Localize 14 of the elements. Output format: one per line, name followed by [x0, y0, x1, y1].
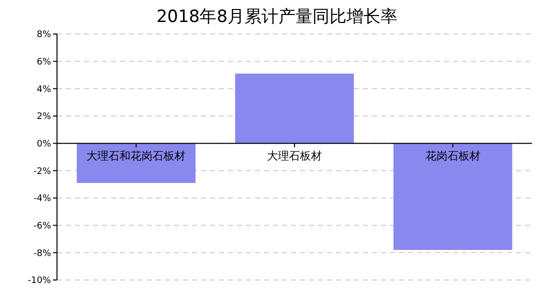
y-tick-label: -10%	[28, 276, 52, 286]
y-tick-label: -2%	[33, 166, 52, 177]
x-tick-label: 大理石板材	[267, 149, 322, 162]
y-tick-label: 0%	[36, 139, 52, 150]
y-tick-label: -4%	[33, 194, 52, 204]
y-tick-label: -6%	[33, 221, 52, 232]
x-tick-label: 花岗石板材	[425, 149, 480, 162]
y-tick-label: 2%	[36, 112, 52, 122]
y-tick-label: 4%	[36, 84, 52, 95]
x-tick-label: 大理石和花岗石板材	[86, 149, 186, 162]
chart-title: 2018年8月累计产量同比增长率	[156, 7, 398, 27]
y-tick-label: 8%	[36, 30, 52, 40]
y-tick-label: 6%	[36, 57, 52, 68]
y-tick-label: -8%	[33, 248, 52, 259]
